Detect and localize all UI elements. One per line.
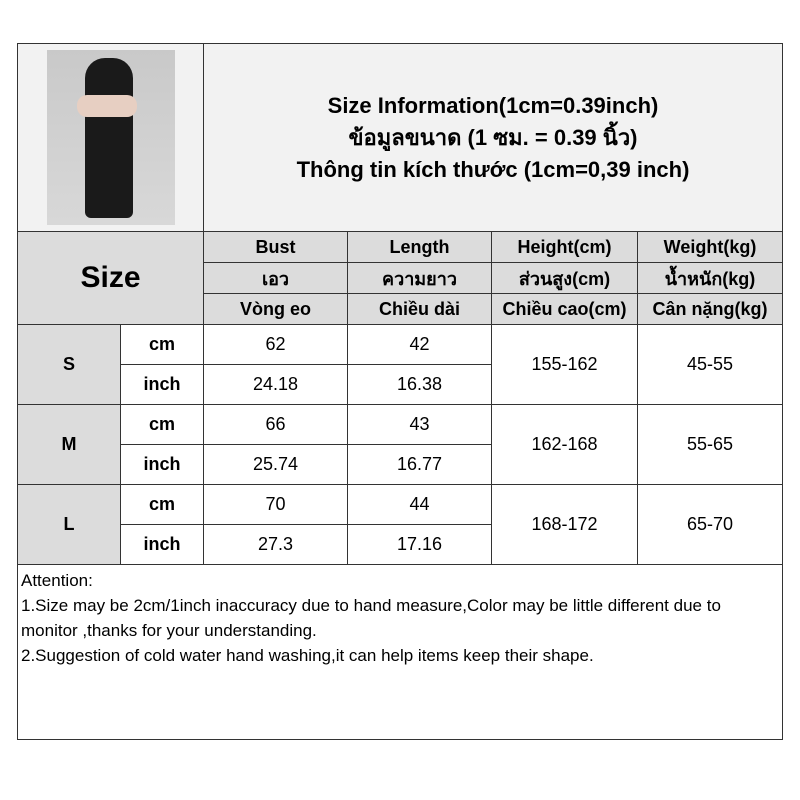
header-length-th: ความยาว	[347, 262, 492, 294]
notes: Attention: 1.Size may be 2cm/1inch inacc…	[17, 564, 783, 740]
product-photo-cell	[17, 43, 204, 232]
unit-inch: inch	[120, 524, 204, 565]
unit-cm: cm	[120, 324, 204, 365]
weight-cell: 55-65	[637, 404, 783, 485]
table-row: S cm 62 42 155-162 45-55	[17, 324, 783, 405]
title-en: Size Information(1cm=0.39inch)	[327, 92, 659, 118]
size-cell: S	[17, 324, 121, 405]
table-row: inch 24.18 16.38	[18, 364, 783, 405]
header-height-th: ส่วนสูง(cm)	[491, 262, 638, 294]
note-1: 1.Size may be 2cm/1inch inaccuracy due t…	[21, 596, 721, 640]
header-length-vi: Chiều dài	[347, 293, 492, 325]
table-row: L cm 70 44 168-172 65-70	[17, 484, 783, 565]
height-cell: 162-168	[491, 404, 638, 485]
header-weight-vi: Cân nặng(kg)	[637, 293, 783, 325]
header-weight: Weight(kg)	[637, 231, 783, 263]
length-inch: 16.77	[347, 444, 492, 485]
header-bust-th: เอว	[203, 262, 348, 294]
title-vi: Thông tin kích thước (1cm=0,39 inch)	[296, 156, 690, 182]
length-inch: 17.16	[347, 524, 492, 565]
length-cm: 42	[347, 324, 492, 365]
header-height: Height(cm)	[491, 231, 638, 263]
height-cell: 155-162	[491, 324, 638, 405]
length-cm: 44	[347, 484, 492, 525]
size-header: Size	[17, 231, 204, 325]
table-row: M cm 66 43 162-168 55-65	[17, 404, 783, 485]
title-th: ข้อมูลขนาด (1 ซม. = 0.39 นิ้ว)	[348, 124, 638, 150]
bust-cm: 66	[203, 404, 348, 445]
size-cell: M	[17, 404, 121, 485]
weight-cell: 45-55	[637, 324, 783, 405]
header-length: Length	[347, 231, 492, 263]
product-photo	[46, 50, 175, 225]
size-cell: L	[17, 484, 121, 565]
unit-cm: cm	[120, 484, 204, 525]
unit-inch: inch	[120, 364, 204, 405]
bust-cm: 62	[203, 324, 348, 365]
notes-title: Attention:	[21, 571, 93, 590]
length-inch: 16.38	[347, 364, 492, 405]
header-bust-vi: Vòng eo	[203, 293, 348, 325]
header-bust: Bust	[203, 231, 348, 263]
unit-cm: cm	[120, 404, 204, 445]
bust-cm: 70	[203, 484, 348, 525]
size-chart: Size Information(1cm=0.39inch) ข้อมูลขนา…	[17, 43, 783, 740]
header-height-vi: Chiều cao(cm)	[491, 293, 638, 325]
weight-cell: 65-70	[637, 484, 783, 565]
header-weight-th: น้ำหนัก(kg)	[637, 262, 783, 294]
table-row: inch 27.3 17.16	[18, 524, 783, 565]
bust-inch: 24.18	[203, 364, 348, 405]
bust-inch: 25.74	[203, 444, 348, 485]
unit-inch: inch	[120, 444, 204, 485]
length-cm: 43	[347, 404, 492, 445]
height-cell: 168-172	[491, 484, 638, 565]
note-2: 2.Suggestion of cold water hand washing,…	[21, 646, 594, 665]
title-block: Size Information(1cm=0.39inch) ข้อมูลขนา…	[203, 43, 783, 232]
table-row: inch 25.74 16.77	[18, 444, 783, 485]
bust-inch: 27.3	[203, 524, 348, 565]
